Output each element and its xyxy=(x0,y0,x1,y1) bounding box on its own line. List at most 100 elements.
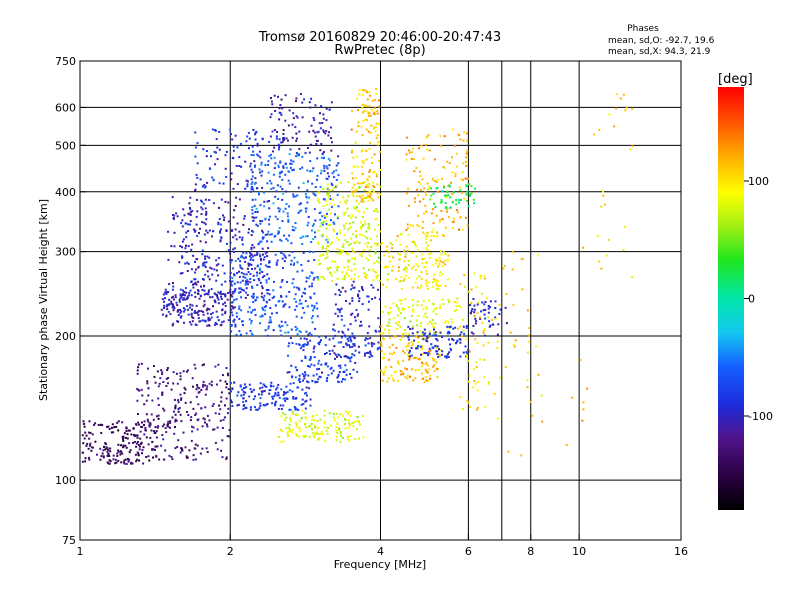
data-point xyxy=(263,205,266,208)
data-point xyxy=(123,432,126,435)
data-point xyxy=(237,257,240,260)
data-point xyxy=(244,407,247,410)
data-point xyxy=(186,411,188,413)
data-point xyxy=(136,441,139,443)
data-point xyxy=(361,93,364,96)
data-point xyxy=(460,331,463,334)
data-point xyxy=(250,154,253,156)
data-point xyxy=(263,309,266,312)
data-point xyxy=(301,243,304,245)
data-point xyxy=(415,255,418,258)
data-point xyxy=(414,281,417,284)
data-point xyxy=(447,215,450,218)
data-point xyxy=(343,370,346,373)
data-point xyxy=(421,178,424,181)
data-point xyxy=(231,301,233,304)
data-point xyxy=(344,378,347,381)
data-point xyxy=(458,228,460,231)
data-point xyxy=(243,217,246,220)
data-point xyxy=(250,390,253,393)
data-point xyxy=(312,117,315,119)
data-point xyxy=(469,405,472,408)
x-tick-label: 8 xyxy=(527,545,534,558)
data-point xyxy=(316,307,319,310)
data-point xyxy=(151,399,154,402)
data-point xyxy=(336,266,339,269)
data-point xyxy=(181,289,184,292)
data-point xyxy=(350,288,353,291)
data-point xyxy=(143,420,146,423)
data-point xyxy=(399,370,402,372)
data-point xyxy=(229,252,232,255)
data-point xyxy=(301,345,304,348)
data-point xyxy=(483,313,486,316)
data-point xyxy=(304,357,307,360)
data-point xyxy=(291,169,294,172)
data-point xyxy=(448,351,451,354)
data-point xyxy=(262,297,265,299)
data-point xyxy=(157,425,160,428)
data-point xyxy=(278,175,281,178)
data-point xyxy=(304,417,307,420)
data-point xyxy=(386,324,389,327)
data-point xyxy=(431,208,434,211)
data-point xyxy=(456,339,459,342)
data-point xyxy=(181,240,184,243)
data-point xyxy=(415,263,417,266)
data-point xyxy=(194,310,197,313)
data-point xyxy=(438,353,440,356)
data-point xyxy=(350,278,353,281)
data-point xyxy=(164,288,167,291)
data-point xyxy=(253,216,256,219)
data-point xyxy=(381,379,384,382)
data-point xyxy=(333,176,336,179)
data-point xyxy=(219,290,222,293)
data-point xyxy=(298,374,301,377)
data-point xyxy=(189,419,192,422)
data-point xyxy=(194,260,196,263)
data-point xyxy=(247,262,250,265)
data-point xyxy=(270,100,273,103)
data-point xyxy=(119,450,122,453)
data-point xyxy=(193,278,196,281)
data-point xyxy=(435,181,438,183)
data-point xyxy=(352,195,355,197)
data-point xyxy=(399,233,402,236)
data-point xyxy=(308,436,311,438)
data-point xyxy=(430,194,433,197)
data-point xyxy=(229,382,232,385)
data-point xyxy=(145,436,148,439)
data-point xyxy=(173,398,176,401)
data-point xyxy=(433,364,436,366)
data-point xyxy=(408,204,411,207)
data-point xyxy=(400,276,403,279)
data-point xyxy=(432,334,435,337)
data-point xyxy=(138,389,141,392)
data-point xyxy=(327,249,330,252)
data-point xyxy=(507,450,510,453)
data-point xyxy=(304,355,307,358)
data-point xyxy=(101,452,104,455)
data-point xyxy=(152,418,155,421)
data-point xyxy=(182,290,185,293)
data-point xyxy=(169,313,172,316)
data-point xyxy=(358,420,360,423)
data-point xyxy=(420,361,423,364)
data-point xyxy=(448,327,451,330)
data-point xyxy=(337,155,340,158)
data-point xyxy=(351,299,354,302)
data-point xyxy=(313,307,316,310)
data-point xyxy=(370,156,373,159)
data-point xyxy=(269,116,272,119)
data-point xyxy=(234,134,237,137)
data-point xyxy=(204,393,207,396)
data-point xyxy=(382,371,384,374)
data-point xyxy=(449,206,452,209)
data-point xyxy=(484,301,487,303)
data-point xyxy=(358,297,361,300)
data-point xyxy=(485,296,488,299)
data-point xyxy=(412,224,415,227)
data-point xyxy=(284,321,287,324)
data-point xyxy=(81,434,84,437)
data-point xyxy=(305,391,308,394)
